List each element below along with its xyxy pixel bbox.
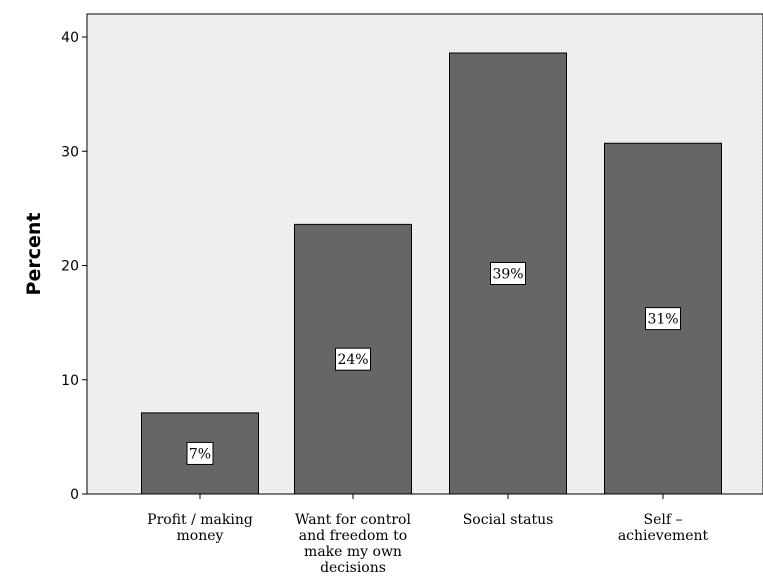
y-tick-label: 0 [70,487,79,503]
y-tick-label: 30 [61,144,79,160]
y-tick-label: 40 [61,30,79,46]
x-category-label: Social status [463,512,554,528]
x-category-label-line: Social status [463,512,554,528]
x-category-label-line: money [177,528,224,544]
x-category-label-line: Want for control [295,512,411,528]
x-category-label-line: decisions [320,560,386,576]
y-tick-label: 10 [61,373,79,389]
data-label: 7% [189,446,211,462]
x-category-label: Profit / making money [147,512,253,544]
data-label: 31% [647,312,678,328]
x-category-label: Want for control and freedom to make my ow… [295,512,411,576]
y-axis: 0 10 20 30 40 [61,30,87,503]
x-category-label: Self – achievement [618,512,709,544]
y-tick-label: 20 [61,259,79,275]
x-category-label-line: Self – [644,512,683,528]
x-axis: Profit / making money Want for control and … [147,494,708,576]
data-label: 39% [492,266,523,282]
x-category-label-line: make my own [304,544,402,560]
data-label: 24% [337,352,368,368]
x-category-label-line: Profit / making [147,512,253,528]
y-axis-title: Percent [23,213,45,296]
x-category-label-line: achievement [618,528,709,544]
x-category-label-line: and freedom to [299,528,407,544]
